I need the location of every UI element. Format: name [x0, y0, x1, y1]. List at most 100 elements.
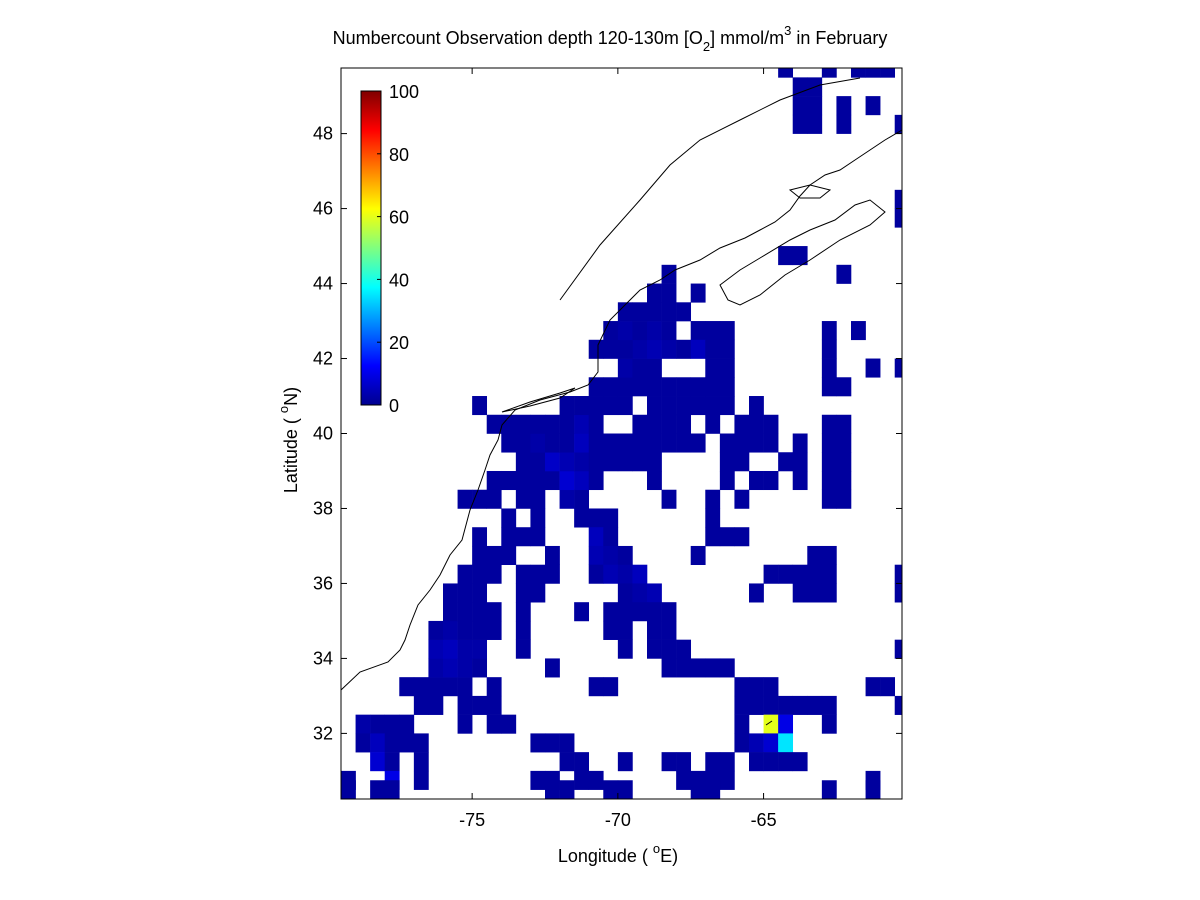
- heatmap-cell: [690, 780, 706, 800]
- heatmap-cell: [865, 96, 881, 116]
- heatmap-cell: [836, 470, 852, 491]
- heatmap-cell: [778, 714, 794, 734]
- heatmap-cell: [734, 489, 750, 509]
- heatmap-cell: [821, 583, 837, 603]
- heatmap-cell: [719, 396, 735, 416]
- heatmap-cell: [647, 433, 662, 453]
- y-tick-label: 34: [313, 648, 333, 668]
- heatmap-cell: [559, 470, 575, 491]
- heatmap-cell: [778, 246, 794, 266]
- heatmap-cell: [545, 780, 560, 800]
- heatmap-cell: [472, 527, 488, 547]
- heatmap-cell: [472, 564, 488, 584]
- heatmap-cell: [676, 377, 692, 397]
- heatmap-cell: [530, 527, 546, 547]
- heatmap-cell: [880, 677, 896, 697]
- heatmap-cell: [515, 602, 531, 622]
- heatmap-cell: [749, 470, 764, 491]
- heatmap-cell: [632, 358, 648, 378]
- heatmap-cell: [617, 302, 633, 322]
- heatmap-cell: [501, 470, 517, 491]
- heatmap-cell: [588, 433, 604, 453]
- heatmap-cell: [472, 639, 488, 659]
- heatmap-cell: [545, 564, 560, 584]
- heatmap-cell: [457, 620, 473, 640]
- heatmap-cell: [617, 339, 633, 359]
- heatmap-cell: [603, 321, 619, 341]
- heatmap-cell: [763, 733, 779, 753]
- heatmap-cell: [690, 396, 706, 416]
- heatmap-cell: [792, 114, 808, 134]
- heatmap-cell: [690, 658, 706, 678]
- heatmap-cell: [705, 339, 721, 359]
- heatmap-cell: [399, 733, 415, 753]
- heatmap-cell: [763, 564, 779, 584]
- heatmap-cell: [734, 733, 750, 753]
- heatmap-cell: [792, 452, 808, 472]
- heatmap-cell: [676, 752, 692, 772]
- heatmap-cell: [763, 714, 779, 734]
- heatmap-cell: [821, 68, 837, 78]
- heatmap-cell: [661, 396, 677, 416]
- heatmap-cell: [486, 414, 502, 434]
- heatmap-cell: [545, 545, 560, 566]
- heatmap-cell: [676, 302, 692, 322]
- heatmap-cell: [821, 489, 837, 509]
- heatmap-cell: [603, 677, 619, 697]
- heatmap-cell: [530, 414, 546, 434]
- heatmap-cell: [603, 564, 619, 584]
- colorbar-tick-label: 40: [389, 270, 409, 290]
- heatmap-cell: [705, 377, 721, 397]
- y-tick-label: 32: [313, 723, 333, 743]
- heatmap-cell: [545, 414, 560, 434]
- heatmap-cell: [574, 414, 590, 434]
- y-tick-label: 46: [313, 199, 333, 219]
- heatmap-cell: [836, 489, 852, 509]
- heatmap-cell: [763, 414, 779, 434]
- heatmap-cell: [792, 752, 808, 772]
- heatmap-cell: [574, 489, 590, 509]
- heatmap-cell: [647, 414, 662, 434]
- heatmap-cell: [413, 695, 429, 715]
- heatmap-cell: [705, 527, 721, 547]
- heatmap-cell: [472, 545, 488, 566]
- heatmap-cell: [734, 527, 750, 547]
- heatmap-cell: [545, 433, 560, 453]
- heatmap-cell: [574, 470, 590, 491]
- heatmap-cell: [501, 414, 517, 434]
- heatmap-cell: [821, 358, 837, 378]
- heatmap-cell: [705, 508, 721, 528]
- heatmap-cell: [690, 433, 706, 453]
- heatmap-cell: [647, 321, 662, 341]
- heatmap-cell: [894, 358, 903, 378]
- heatmap-cell: [413, 770, 429, 790]
- heatmap-cell: [821, 564, 837, 584]
- heatmap-cell: [792, 564, 808, 584]
- heatmap-cell: [617, 583, 633, 603]
- heatmap-cell: [574, 396, 590, 416]
- heatmap-cell: [457, 602, 473, 622]
- x-axis-label: Longitude ( oE): [558, 841, 678, 866]
- heatmap-cell: [428, 658, 444, 678]
- heatmap-cell: [559, 733, 575, 753]
- heatmap-cell: [515, 620, 531, 640]
- heatmap-cell: [647, 396, 662, 416]
- heatmap-cell: [515, 414, 531, 434]
- heatmap-cell: [515, 452, 531, 472]
- heatmap-cell: [676, 396, 692, 416]
- heatmap-cell: [603, 780, 619, 800]
- heatmap-cell: [443, 620, 458, 640]
- x-tick-label: -70: [605, 810, 631, 830]
- heatmap-cell: [384, 780, 400, 800]
- heatmap-cell: [719, 658, 735, 678]
- heatmap-cell: [515, 639, 531, 659]
- heatmap-cell: [617, 321, 633, 341]
- heatmap-cell: [821, 452, 837, 472]
- heatmap-cell: [603, 396, 619, 416]
- heatmap-cell: [603, 377, 619, 397]
- heatmap-cell: [763, 752, 779, 772]
- heatmap-cell: [603, 452, 619, 472]
- heatmap-cell: [690, 283, 706, 303]
- heatmap-cell: [559, 780, 575, 800]
- heatmap-cell: [501, 508, 517, 528]
